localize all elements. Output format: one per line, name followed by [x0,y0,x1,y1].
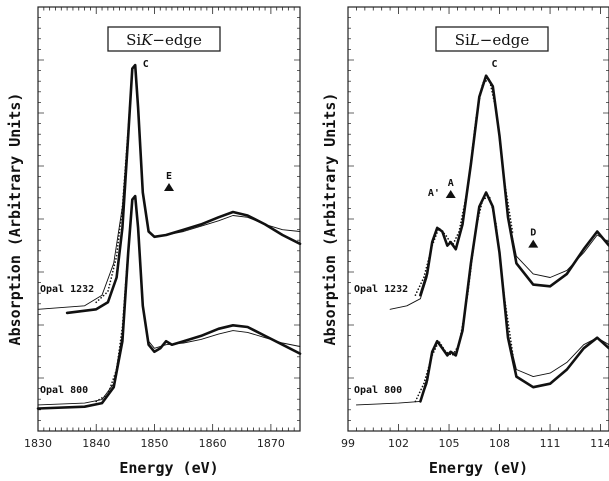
chart-title: SiK−edge [107,26,221,52]
x-tick-label: 1840 [82,437,110,450]
title-part: Si [126,31,141,49]
title-box [107,26,221,52]
y-axis-title: Absorption (Arbitrary Units) [321,93,339,346]
sample-label: Opal 800 [354,385,402,396]
plot-frame [37,6,301,432]
x-axis-title: Energy (eV) [429,459,528,477]
spectrum-thick [36,194,302,410]
spectrum-dotted [95,64,144,304]
spectrum-thick [419,74,609,297]
y-axis-title: Absorption (Arbitrary Units) [6,93,24,346]
peak-marker-triangle [164,182,174,191]
x-tick-label: 1860 [199,437,227,450]
title-box [435,26,549,52]
sample-label: Opal 1232 [354,284,408,295]
panel-si-k-edge: 1830 1840 1850 1860 1870 Energy (eV) Absorptio… [6,6,302,477]
x-tick-label: 99 [341,437,355,450]
peak-marker-triangle [445,190,456,199]
x-axis-title: Energy (eV) [119,459,218,477]
x-tick-label: 108 [489,437,510,450]
title-part: Si [455,31,470,49]
peak-label: C [491,59,497,70]
x-tick-label: 105 [439,437,460,450]
title-part: K [140,31,153,49]
title-part: L [469,31,480,49]
peak-label: D [530,228,536,239]
title-text: SiK−edge [126,31,202,49]
peak-marker-triangle [528,239,539,248]
title-part: −edge [152,31,202,49]
x-tick-label: 114 [590,437,609,450]
sample-label: Opal 800 [40,385,88,396]
spectrum-thin [37,64,301,310]
spectrum-dotted [95,195,144,403]
title-text: SiL−edge [455,31,530,49]
chart-title: SiL−edge [435,26,549,52]
spectrum-thin [389,75,609,310]
sample-label: Opal 1232 [40,284,94,295]
peak-label: C [143,59,149,70]
peak-label: A [448,178,454,189]
x-tick-label: 102 [388,437,409,450]
x-tick-label: 1870 [257,437,285,450]
peak-label: A' [428,188,440,199]
x-tick-label: 1850 [140,437,168,450]
x-tick-label: 1830 [24,437,52,450]
spectrum-thick [65,63,302,315]
spectrum-thin [37,195,301,406]
spectrum-dotted [414,195,514,403]
spectrum-dotted [414,78,514,296]
x-tick-label: 111 [540,437,561,450]
panel-si-l-edge: 99 102 105 108 111 114 Energy (eV) Absorption (… [321,6,609,477]
spectrum-thick [419,191,609,403]
title-part: −edge [480,31,530,49]
peak-label: E [166,171,172,182]
spectrum-thin [355,192,609,406]
